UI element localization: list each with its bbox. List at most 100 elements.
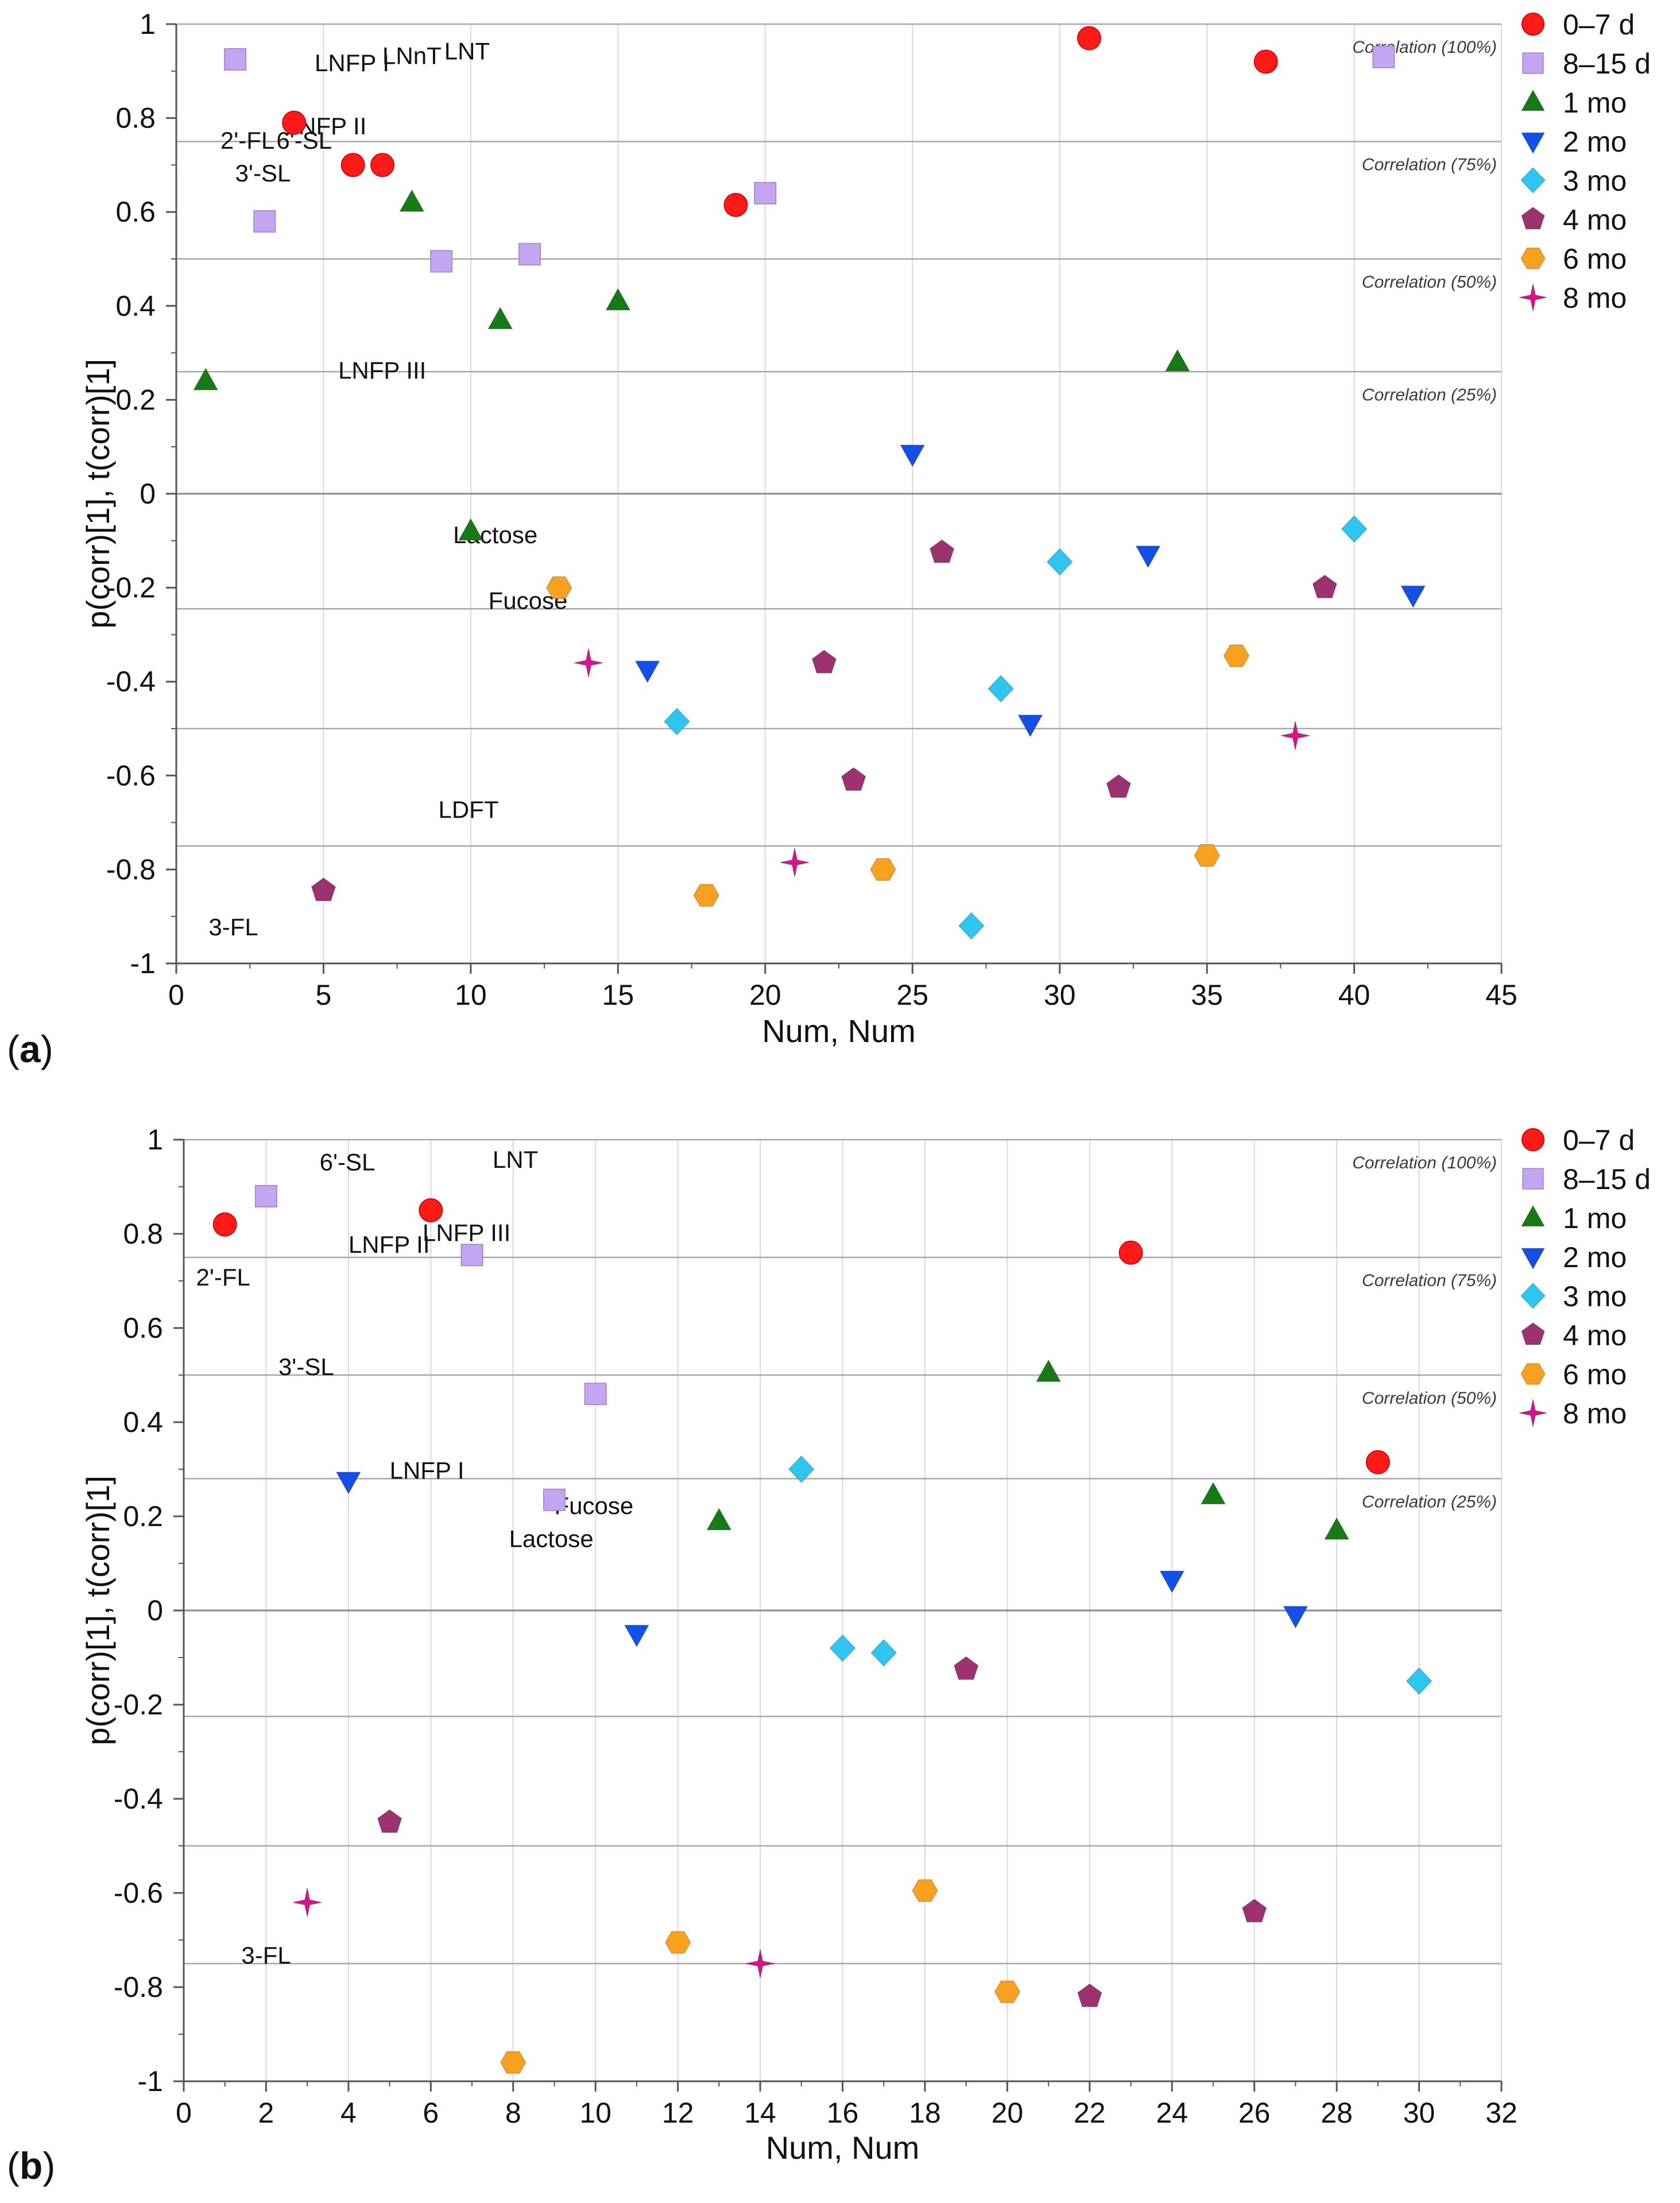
data-point bbox=[1372, 45, 1395, 68]
y-tick-label: 0 bbox=[140, 478, 156, 510]
x-tick-label: 18 bbox=[909, 2097, 941, 2129]
legend-label: 0–7 d bbox=[1563, 1124, 1635, 1156]
compound-label: 6'-SL bbox=[276, 127, 332, 154]
legend-marker bbox=[1520, 1283, 1546, 1309]
data-point bbox=[745, 1949, 775, 1979]
x-tick-label: 35 bbox=[1191, 979, 1223, 1011]
legend-label: 6 mo bbox=[1563, 1358, 1627, 1391]
x-tick-label: 20 bbox=[749, 979, 781, 1011]
compound-label: LNFP II bbox=[349, 1231, 430, 1258]
data-point bbox=[788, 1455, 815, 1483]
x-axis-label: Num, Num bbox=[766, 2130, 920, 2166]
x-tick-label: 10 bbox=[455, 979, 487, 1011]
legend-marker bbox=[1521, 132, 1545, 154]
y-tick-label: -1 bbox=[130, 947, 156, 979]
legend-marker bbox=[1519, 283, 1547, 312]
data-point bbox=[870, 1639, 897, 1667]
compound-label: 2'-FL bbox=[220, 127, 274, 154]
y-tick-label: 0.2 bbox=[123, 1500, 163, 1532]
x-tick-label: 22 bbox=[1074, 2097, 1106, 2129]
reference-line-label: Correlation (25%) bbox=[1362, 385, 1497, 404]
data-point bbox=[1135, 545, 1161, 568]
y-tick-label: -0.8 bbox=[114, 1971, 163, 2003]
legend-label: 2 mo bbox=[1563, 1241, 1627, 1273]
y-tick-label: 0.8 bbox=[115, 102, 156, 134]
y-tick-label: 0.8 bbox=[123, 1218, 163, 1250]
reference-line-label: Correlation (50%) bbox=[1362, 1389, 1497, 1408]
y-tick-label: 0 bbox=[147, 1594, 163, 1627]
data-point bbox=[1017, 714, 1043, 738]
x-tick-label: 12 bbox=[662, 2097, 694, 2129]
legend-marker bbox=[1520, 247, 1546, 269]
x-tick-label: 0 bbox=[168, 979, 184, 1011]
data-point bbox=[954, 1656, 979, 1680]
data-point bbox=[829, 1634, 856, 1662]
data-point bbox=[958, 912, 985, 940]
reference-line-label: Correlation (25%) bbox=[1362, 1492, 1497, 1511]
data-point bbox=[1046, 548, 1073, 576]
data-point bbox=[1341, 515, 1368, 543]
data-point bbox=[1201, 1481, 1226, 1505]
data-point bbox=[543, 1488, 566, 1511]
data-point bbox=[1242, 1899, 1267, 1923]
data-point bbox=[1077, 1983, 1102, 2007]
compound-label: LNFP III bbox=[338, 357, 426, 384]
data-point bbox=[988, 675, 1014, 703]
compound-label: LNnT bbox=[382, 42, 442, 69]
data-point bbox=[664, 1931, 691, 1954]
panel-label: (b) bbox=[7, 2144, 55, 2187]
compound-label: LNT bbox=[444, 37, 490, 64]
legend-label: 1 mo bbox=[1563, 87, 1627, 119]
data-point bbox=[780, 847, 810, 877]
data-point bbox=[500, 2051, 527, 2074]
data-point bbox=[458, 518, 483, 541]
data-point bbox=[1406, 1667, 1433, 1695]
compound-label: 3'-SL bbox=[278, 1353, 334, 1380]
x-tick-label: 4 bbox=[340, 2097, 357, 2129]
legend-label: 8–15 d bbox=[1563, 48, 1651, 80]
compound-label: 3-FL bbox=[241, 1942, 291, 1969]
compound-label: 2'-FL bbox=[196, 1264, 250, 1291]
y-tick-label: 1 bbox=[140, 8, 156, 40]
data-point bbox=[870, 858, 896, 881]
data-point bbox=[335, 1472, 361, 1495]
legend-marker bbox=[1521, 1248, 1545, 1270]
data-point bbox=[1312, 574, 1337, 598]
legend-label: 3 mo bbox=[1563, 1280, 1627, 1312]
compound-label: LDFT bbox=[438, 796, 498, 823]
x-tick-label: 30 bbox=[1403, 2097, 1435, 2129]
data-point bbox=[693, 884, 719, 907]
data-point bbox=[212, 1212, 237, 1237]
data-point bbox=[912, 1879, 938, 1902]
legend-label: 1 mo bbox=[1563, 1202, 1627, 1234]
data-point bbox=[292, 1887, 322, 1917]
panel-b: Correlation (100%) Correlation (75%) Corre… bbox=[7, 1124, 1651, 2187]
compound-label: LNFP I bbox=[390, 1457, 464, 1484]
data-point bbox=[460, 1244, 483, 1267]
data-point bbox=[624, 1625, 649, 1648]
x-axis-label: Num, Num bbox=[762, 1013, 916, 1049]
y-tick-label: -0.4 bbox=[114, 1783, 163, 1815]
data-point bbox=[574, 648, 603, 677]
y-tick-label: -1 bbox=[138, 2065, 163, 2097]
data-point bbox=[370, 153, 395, 177]
data-point bbox=[253, 210, 276, 233]
data-point bbox=[1077, 26, 1101, 51]
legend-label: 4 mo bbox=[1563, 204, 1627, 236]
data-point bbox=[1194, 844, 1220, 867]
panel-a: Correlation (100%)Correlation (75%)Corre… bbox=[7, 8, 1651, 1070]
y-tick-label: 0.4 bbox=[115, 290, 156, 322]
data-point bbox=[1159, 1570, 1185, 1593]
legend-label: 8–15 d bbox=[1563, 1163, 1651, 1195]
data-point bbox=[1253, 49, 1278, 74]
compound-label: LNT bbox=[493, 1146, 538, 1173]
data-point bbox=[224, 48, 247, 71]
compound-label: Fucose bbox=[554, 1492, 633, 1519]
data-point bbox=[723, 192, 748, 217]
y-tick-label: -0.4 bbox=[106, 665, 156, 698]
x-tick-label: 2 bbox=[258, 2097, 274, 2129]
data-point bbox=[377, 1809, 402, 1833]
legend-marker bbox=[1521, 89, 1545, 111]
legend-marker bbox=[1521, 1205, 1545, 1227]
legend-label: 2 mo bbox=[1563, 126, 1627, 158]
